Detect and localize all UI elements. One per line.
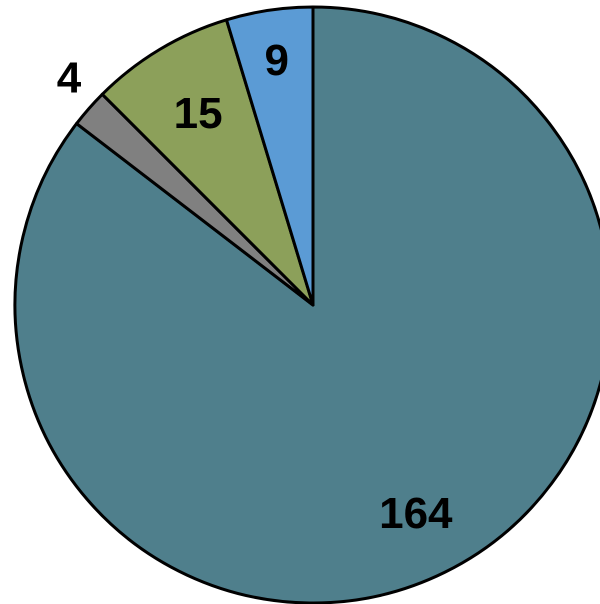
pie-slice-164 bbox=[13, 5, 600, 604]
data-label-4: 4 bbox=[57, 54, 82, 103]
pie-slices bbox=[13, 5, 600, 604]
pie-data-labels: 164 4 15 9 bbox=[57, 36, 453, 538]
data-label-15: 15 bbox=[174, 89, 223, 138]
data-label-9: 9 bbox=[264, 36, 288, 85]
pie-slice-15 bbox=[100, 18, 315, 307]
data-label-164: 164 bbox=[379, 489, 453, 538]
pie-slice-9 bbox=[224, 5, 315, 307]
